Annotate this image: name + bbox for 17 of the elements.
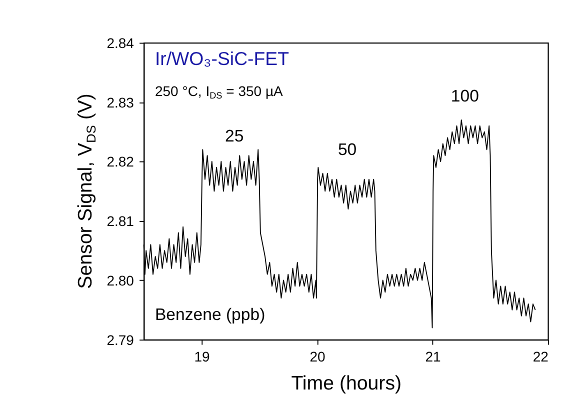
x-axis-title: Time (hours) xyxy=(291,372,402,395)
annotation: 100 xyxy=(450,86,479,106)
y-tick-label: 2.82 xyxy=(106,154,134,170)
x-tick-label: 20 xyxy=(310,348,326,365)
y-tick-label: 2.80 xyxy=(106,272,134,288)
y-axis-title: Sensor Signal, VDS (V) xyxy=(74,94,99,289)
y-tick-label: 2.79 xyxy=(106,332,134,348)
x-tick-label: 22 xyxy=(532,348,549,365)
annotation: Benzene (ppb) xyxy=(154,305,266,324)
annotation: 50 xyxy=(338,140,357,159)
annotation: Ir/WO₃-SiC-FET xyxy=(154,48,289,70)
annotation: 25 xyxy=(224,126,244,146)
y-tick-label: 2.83 xyxy=(106,94,134,110)
x-tick-label: 21 xyxy=(425,348,441,365)
y-tick-label: 2.81 xyxy=(106,213,134,230)
y-tick-label: 2.84 xyxy=(106,34,134,51)
x-tick-label: 19 xyxy=(194,348,210,365)
